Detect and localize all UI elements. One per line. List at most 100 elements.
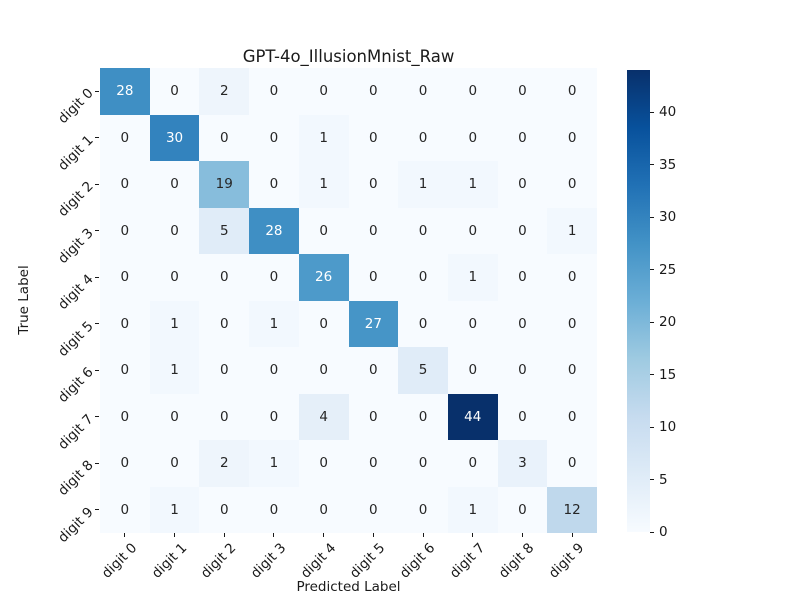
cell-value: 1 <box>170 315 179 332</box>
x-tick-mark <box>223 533 225 537</box>
heatmap-cell: 1 <box>547 207 597 254</box>
cell-value: 0 <box>518 222 527 239</box>
x-axis-title: Predicted Label <box>296 579 401 595</box>
y-tick-mark <box>95 416 99 418</box>
cell-value: 0 <box>120 129 130 146</box>
cell-value: 0 <box>170 455 179 472</box>
heatmap-cell: 0 <box>348 161 399 208</box>
y-tick-mark <box>95 137 99 139</box>
heatmap-cell: 28 <box>100 68 150 115</box>
heatmap-cell: 0 <box>398 207 448 254</box>
cell-value: 0 <box>518 408 527 425</box>
colorbar-tick-mark <box>650 321 654 323</box>
heatmap-cell: 0 <box>149 207 200 254</box>
cell-value: 2 <box>219 455 229 472</box>
cell-value: 0 <box>219 362 229 379</box>
colorbar-tick-label: 15 <box>659 366 677 383</box>
heatmap-cell: 0 <box>447 207 498 254</box>
cell-value: 0 <box>170 222 179 239</box>
y-axis-title: True Label <box>16 265 32 335</box>
cell-value: 1 <box>269 315 279 332</box>
x-tick-mark <box>124 533 126 537</box>
cell-value: 1 <box>567 222 577 239</box>
x-tick-mark <box>422 533 424 537</box>
cell-value: 0 <box>269 83 279 100</box>
cell-value: 0 <box>518 362 527 379</box>
heatmap-cell: 0 <box>249 68 299 115</box>
cell-value: 0 <box>269 408 279 425</box>
heatmap-cell: 0 <box>497 207 548 254</box>
x-tick-label: digit 9 <box>545 540 588 582</box>
heatmap-cell: 30 <box>149 114 200 161</box>
cell-value: 0 <box>120 501 130 518</box>
cell-value: 0 <box>518 501 527 518</box>
cell-value: 0 <box>369 176 378 193</box>
cell-value: 0 <box>418 315 428 332</box>
cell-value: 0 <box>518 315 527 332</box>
y-tick-mark <box>95 230 99 232</box>
y-tick-mark <box>95 323 99 325</box>
x-tick-label: digit 6 <box>396 540 439 582</box>
cell-value: 0 <box>219 269 229 286</box>
heatmap-cell: 0 <box>547 300 597 347</box>
heatmap-cell: 0 <box>497 300 548 347</box>
heatmap-cell: 0 <box>497 161 548 208</box>
cell-value: 0 <box>418 501 428 518</box>
y-tick-label: digit 5 <box>55 318 97 360</box>
heatmap-cell: 0 <box>100 207 150 254</box>
y-tick-label: digit 3 <box>55 225 97 267</box>
colorbar-tick-label: 0 <box>659 524 668 540</box>
cell-value: 0 <box>120 455 130 472</box>
y-tick-mark <box>95 369 99 371</box>
cell-value: 0 <box>418 129 428 146</box>
colorbar-tick-mark <box>650 479 654 480</box>
cell-value: 1 <box>468 269 478 286</box>
heatmap-cell: 0 <box>199 114 250 161</box>
heatmap-cell: 0 <box>497 114 548 161</box>
heatmap-cell: 3 <box>497 440 548 487</box>
cell-value: 0 <box>369 269 378 286</box>
cell-value: 0 <box>319 455 328 472</box>
cell-value: 19 <box>215 176 233 193</box>
heatmap-cell: 0 <box>398 440 448 487</box>
heatmap-cell: 2 <box>199 68 250 115</box>
heatmap-cell: 1 <box>149 300 200 347</box>
x-tick-label: digit 0 <box>98 540 141 582</box>
cell-value: 0 <box>418 408 428 425</box>
heatmap-cell: 0 <box>100 440 150 487</box>
colorbar-tick-label: 10 <box>659 419 677 435</box>
heatmap-cell: 0 <box>348 393 399 440</box>
heatmap-cell: 0 <box>348 486 399 533</box>
colorbar-tick-mark <box>650 216 654 218</box>
chart-title: GPT-4o_IllusionMnist_Raw <box>242 47 455 66</box>
cell-value: 0 <box>369 362 378 379</box>
colorbar-tick-label: 25 <box>659 261 677 278</box>
x-tick-label: digit 5 <box>347 540 389 582</box>
cell-value: 1 <box>468 176 478 193</box>
heatmap-cell: 0 <box>298 486 349 533</box>
heatmap-cell: 0 <box>199 300 250 347</box>
colorbar-tick-label: 35 <box>659 156 677 173</box>
y-tick-mark <box>95 276 99 278</box>
cell-value: 0 <box>219 315 229 332</box>
cell-value: 1 <box>418 176 428 193</box>
heatmap-cell: 0 <box>447 300 498 347</box>
cell-value: 0 <box>418 83 428 100</box>
heatmap-cell: 12 <box>547 486 597 533</box>
heatmap-cell: 0 <box>547 254 597 301</box>
x-tick-label: digit 3 <box>247 540 290 582</box>
x-tick-mark <box>174 533 176 537</box>
cell-value: 1 <box>170 362 179 379</box>
heatmap-cell: 0 <box>348 347 399 394</box>
cell-value: 0 <box>518 129 527 146</box>
heatmap-cell: 28 <box>249 207 299 254</box>
heatmap-cell: 0 <box>398 68 448 115</box>
heatmap-cell: 0 <box>497 254 548 301</box>
cell-value: 1 <box>319 129 328 146</box>
heatmap-cell: 0 <box>100 114 150 161</box>
x-tick-label: digit 8 <box>496 540 538 582</box>
x-tick-label: digit 4 <box>297 540 339 582</box>
heatmap-cell: 1 <box>447 486 498 533</box>
heatmap-cell: 5 <box>199 207 250 254</box>
